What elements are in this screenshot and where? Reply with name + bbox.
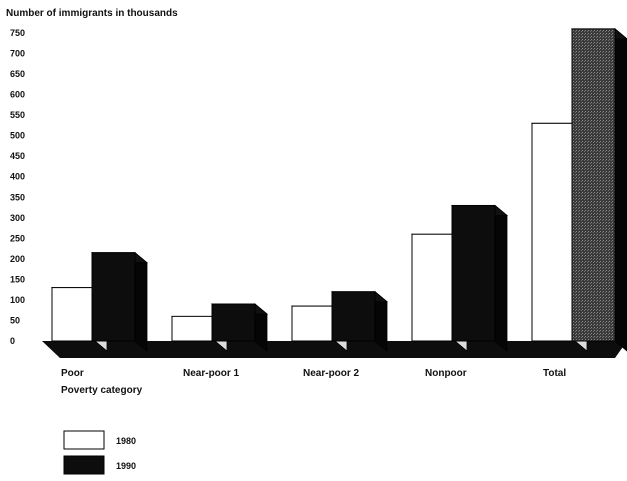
bar-1990-0	[90, 251, 149, 352]
y-tick-label: 300	[10, 213, 25, 223]
bar-1990-0-face	[91, 252, 136, 342]
legend: 1980 1990	[63, 430, 136, 475]
bar-1990-4	[570, 28, 627, 352]
legend-label-1980: 1980	[116, 436, 136, 446]
y-tick-label: 550	[10, 110, 25, 120]
y-tick-label: 600	[10, 90, 25, 100]
y-tick-label: 500	[10, 131, 25, 141]
bar-1990-4-face	[571, 28, 616, 342]
bars	[50, 28, 627, 352]
bar-1980-1-face	[171, 315, 216, 342]
bar-1990-2-face	[331, 291, 376, 342]
y-tick-label: 750	[10, 28, 25, 38]
y-tick-label: 250	[10, 233, 25, 243]
x-tick-label: Near-poor 1	[183, 368, 240, 379]
y-tick-label: 100	[10, 295, 25, 305]
y-tick-label: 200	[10, 254, 25, 264]
x-axis: Poor Near-poor 1 Near-poor 2 Nonpoor Total	[61, 368, 566, 379]
bar-1990-3-face	[494, 204, 508, 352]
bar-1980-0-face	[51, 287, 96, 342]
bar-1990-1-face	[211, 303, 256, 342]
bar-1990-0-face	[134, 251, 148, 352]
floor-band	[42, 341, 627, 358]
y-tick-label: 700	[10, 49, 25, 59]
y-tick-label: 150	[10, 274, 25, 284]
x-tick-label: Near-poor 2	[303, 368, 360, 379]
x-axis-label: Poverty category	[61, 385, 143, 396]
y-tick-label: 0	[10, 336, 15, 346]
bar-1980-4-face	[531, 122, 576, 342]
x-tick-label: Nonpoor	[425, 368, 467, 379]
bar-1980-2-face	[291, 305, 336, 342]
x-tick-label: Poor	[61, 368, 84, 379]
legend-swatch-1990	[63, 455, 105, 475]
chart-title: Number of immigrants in thousands	[6, 8, 178, 19]
legend-label-1990: 1990	[116, 461, 136, 471]
bar-1990-3-face	[451, 204, 496, 342]
y-tick-label: 50	[10, 315, 20, 325]
y-tick-label: 350	[10, 192, 25, 202]
bar-1990-4-face	[614, 28, 627, 352]
y-tick-label: 650	[10, 69, 25, 79]
y-axis: 0 50 100 150 200 250 300 350 400 450 500 550 600 650 7…	[10, 28, 25, 346]
y-tick-label: 450	[10, 151, 25, 161]
legend-swatch-1980	[63, 430, 105, 450]
bar-1990-1	[210, 303, 269, 352]
x-tick-label: Total	[543, 368, 566, 379]
bar-1990-3	[450, 204, 509, 352]
bar-1980-3-face	[411, 233, 456, 342]
y-tick-label: 400	[10, 172, 25, 182]
chart-floor	[42, 341, 627, 358]
bar-1990-2	[330, 290, 389, 352]
